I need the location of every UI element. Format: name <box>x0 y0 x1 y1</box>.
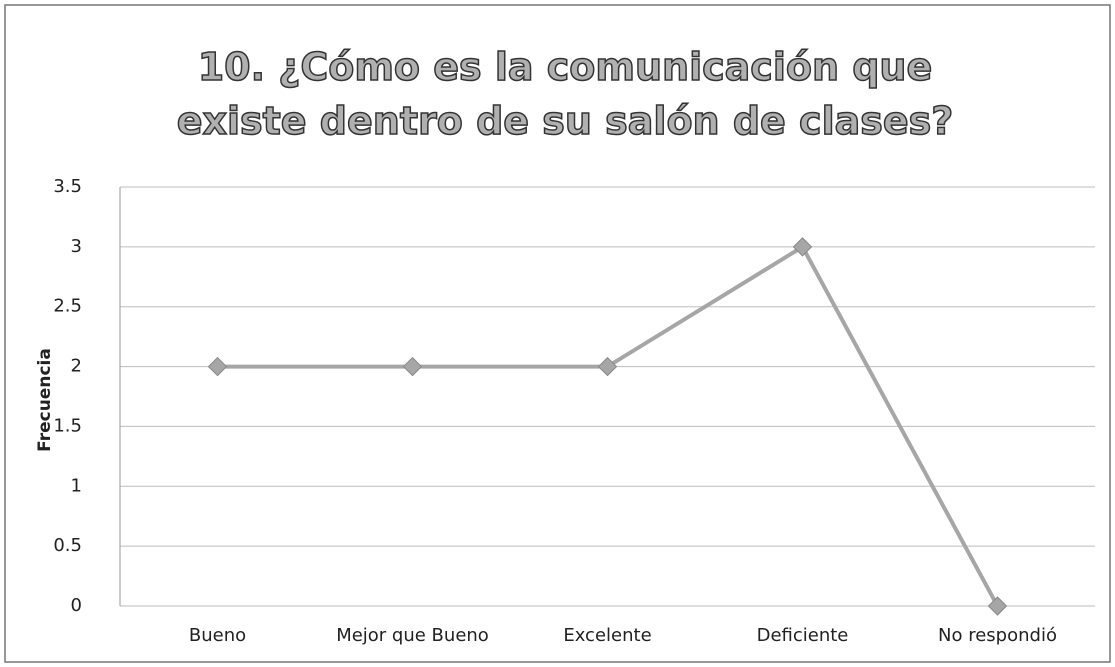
x-tick-label: No respondió <box>938 625 1057 646</box>
chart-frame <box>4 4 1111 663</box>
x-tick-label: Bueno <box>189 625 246 646</box>
marker <box>597 356 618 377</box>
y-tick-label: 0 <box>71 595 82 616</box>
y-axis-label: Frecuencia <box>35 348 55 452</box>
y-tick-label: 1 <box>71 475 82 496</box>
y-tick-label: 0.5 <box>53 535 82 556</box>
y-tick-label: 3 <box>71 236 82 257</box>
marker <box>207 356 228 377</box>
y-tick-label: 3.5 <box>53 176 82 197</box>
marker <box>987 596 1008 616</box>
x-tick-label: Excelente <box>563 625 651 646</box>
chart-title: 10. ¿Cómo es la comunicación que existe … <box>176 44 954 144</box>
y-tick-label: 1.5 <box>53 415 82 436</box>
marker <box>402 356 423 377</box>
y-tick-label: 2 <box>71 356 82 377</box>
marker <box>792 237 813 257</box>
y-tick-label: 2.5 <box>53 296 82 317</box>
x-tick-label: Mejor que Bueno <box>336 625 489 646</box>
x-tick-label: Deficiente <box>757 625 849 646</box>
